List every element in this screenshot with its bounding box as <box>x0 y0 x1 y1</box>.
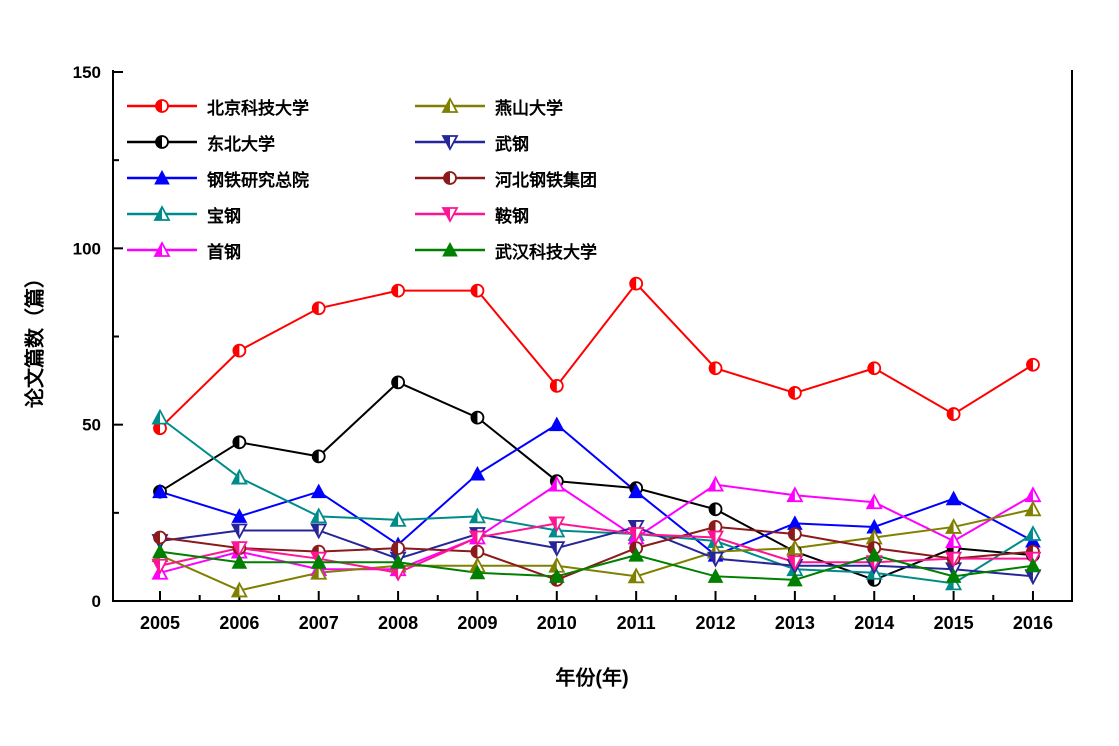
svg-text:100: 100 <box>73 239 101 258</box>
chart-legend: 北京科技大学 燕山大学东北大学 武钢钢铁研究总院 河北钢铁集团宝钢 鞍钢首钢 武汉科技大学 <box>126 88 597 268</box>
svg-text:2016: 2016 <box>1013 613 1053 633</box>
legend-label: 武汉科技大学 <box>495 242 597 262</box>
x-axis-title: 年份(年) <box>555 667 629 690</box>
svg-text:2006: 2006 <box>219 613 259 633</box>
legend-marker-icon <box>415 207 485 223</box>
legend-marker-icon <box>415 97 485 113</box>
svg-text:0: 0 <box>92 592 101 611</box>
legend-marker-icon <box>415 171 485 185</box>
legend-label: 北京科技大学 <box>207 98 309 118</box>
legend-label: 燕山大学 <box>495 98 563 118</box>
svg-text:50: 50 <box>82 416 101 435</box>
legend-marker-icon <box>127 169 197 185</box>
svg-text:2009: 2009 <box>457 613 497 633</box>
legend-marker-icon <box>127 99 197 113</box>
legend-label: 鞍钢 <box>495 206 529 226</box>
svg-text:2011: 2011 <box>617 613 656 633</box>
legend-item-3: 宝钢 <box>126 202 414 227</box>
legend-item-6: 武钢 <box>414 130 597 155</box>
svg-text:2014: 2014 <box>854 613 894 633</box>
svg-text:2005: 2005 <box>140 613 180 633</box>
legend-label: 东北大学 <box>207 134 275 154</box>
legend-item-5: 燕山大学 <box>414 94 597 119</box>
legend-marker-icon <box>127 135 197 149</box>
legend-item-9: 武汉科技大学 <box>414 238 597 263</box>
legend-item-4: 首钢 <box>126 238 414 263</box>
legend-item-2: 钢铁研究总院 <box>126 166 414 191</box>
legend-item-8: 鞍钢 <box>414 202 597 227</box>
legend-label: 钢铁研究总院 <box>207 170 309 190</box>
legend-label: 宝钢 <box>207 206 241 226</box>
legend-label: 首钢 <box>207 242 241 262</box>
legend-label: 河北钢铁集团 <box>495 170 597 190</box>
svg-text:2008: 2008 <box>378 613 418 633</box>
legend-marker-icon <box>415 135 485 151</box>
legend-marker-icon <box>127 241 197 257</box>
legend-marker-icon <box>127 205 197 221</box>
svg-text:2015: 2015 <box>934 613 974 633</box>
legend-label: 武钢 <box>495 134 529 154</box>
svg-text:2010: 2010 <box>537 613 577 633</box>
legend-item-7: 河北钢铁集团 <box>414 166 597 191</box>
svg-text:150: 150 <box>73 63 101 82</box>
svg-text:2012: 2012 <box>695 613 735 633</box>
svg-text:2013: 2013 <box>775 613 815 633</box>
y-axis-title: 论文篇数（篇） <box>24 268 47 408</box>
legend-marker-icon <box>415 241 485 257</box>
legend-item-1: 东北大学 <box>126 130 414 155</box>
svg-text:2007: 2007 <box>299 613 339 633</box>
legend-item-0: 北京科技大学 <box>126 94 414 119</box>
